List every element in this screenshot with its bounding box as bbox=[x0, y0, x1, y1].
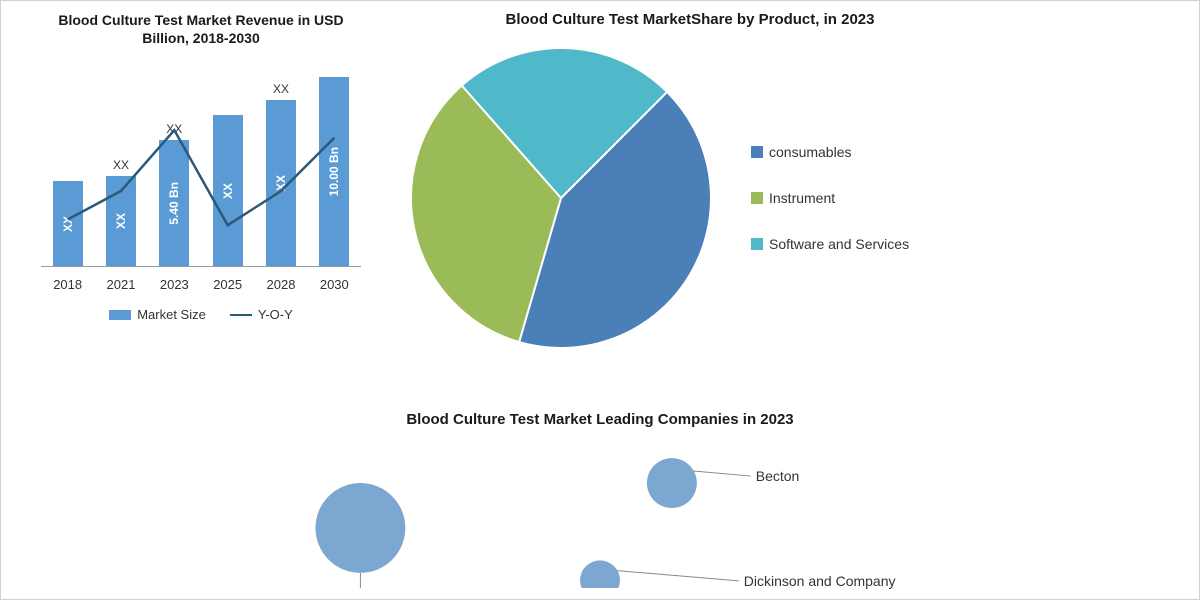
bar-top-label: XX bbox=[113, 158, 129, 172]
bar-value-label: XX bbox=[221, 183, 235, 199]
legend-swatch bbox=[230, 314, 252, 316]
pie-legend-item: Instrument bbox=[751, 190, 909, 206]
bars-row: XXXXXX5.40 BnXXXXXXXX10.00 Bn bbox=[41, 77, 361, 267]
bar: XXXX bbox=[266, 100, 296, 266]
x-tick-label: 2023 bbox=[160, 277, 189, 292]
x-tick-label: 2028 bbox=[267, 277, 296, 292]
legend-item: Y-O-Y bbox=[230, 307, 293, 322]
pie-legend-item: consumables bbox=[751, 144, 909, 160]
legend-swatch bbox=[751, 192, 763, 204]
legend-label: Software and Services bbox=[769, 236, 909, 252]
bubble-chart-area: Becton Dickinson and Company bbox=[1, 438, 1199, 588]
legend-label: Market Size bbox=[137, 307, 206, 322]
bar: 5.40 BnXX bbox=[159, 140, 189, 267]
bubble-label: Becton bbox=[756, 468, 800, 484]
x-tick-label: 2025 bbox=[213, 277, 242, 292]
legend-swatch bbox=[109, 310, 131, 320]
bubble-chart-title: Blood Culture Test Market Leading Compan… bbox=[1, 411, 1199, 428]
bar: XX bbox=[53, 181, 83, 266]
x-tick-label: 2030 bbox=[320, 277, 349, 292]
bar-value-label: 10.00 Bn bbox=[327, 147, 341, 196]
bar: XX bbox=[213, 115, 243, 266]
bubble-chart-panel: Blood Culture Test Market Leading Compan… bbox=[1, 411, 1199, 588]
x-tick-label: 2018 bbox=[53, 277, 82, 292]
pie-chart-panel: Blood Culture Test MarketShare by Produc… bbox=[381, 1, 1199, 401]
bar-value-label: 5.40 Bn bbox=[167, 182, 181, 225]
bar-value-label: XX bbox=[114, 213, 128, 229]
pie-chart bbox=[391, 38, 731, 358]
legend-swatch bbox=[751, 146, 763, 158]
legend-label: consumables bbox=[769, 144, 852, 160]
pie-legend-item: Software and Services bbox=[751, 236, 909, 252]
x-axis-labels: 2018 2021 2023 2025 2028 2030 bbox=[41, 277, 361, 292]
bubble bbox=[647, 458, 697, 508]
legend-item: Market Size bbox=[109, 307, 206, 322]
bubble bbox=[315, 483, 405, 573]
legend-label: Instrument bbox=[769, 190, 835, 206]
bubble-label: Dickinson and Company bbox=[744, 573, 896, 589]
bar-chart-panel: Blood Culture Test Market Revenue in USD… bbox=[1, 1, 381, 401]
bar-top-label: XX bbox=[166, 122, 182, 136]
bubble bbox=[580, 560, 620, 588]
bar: 10.00 Bn bbox=[319, 77, 349, 266]
bar-chart-area: XXXXXX5.40 BnXXXXXXXX10.00 Bn 2018202120… bbox=[41, 57, 361, 297]
bar-chart-legend: Market Size Y-O-Y bbox=[31, 307, 371, 322]
legend-label: Y-O-Y bbox=[258, 307, 293, 322]
legend-swatch bbox=[751, 238, 763, 250]
pie-chart-title: Blood Culture Test MarketShare by Produc… bbox=[391, 11, 1189, 28]
bar-top-label: XX bbox=[273, 82, 289, 96]
bar-value-label: XX bbox=[61, 216, 75, 232]
pie-chart-legend: consumables Instrument Software and Servic… bbox=[751, 144, 909, 252]
bar: XXXX bbox=[106, 176, 136, 267]
x-tick-label: 2021 bbox=[107, 277, 136, 292]
bar-value-label: XX bbox=[274, 175, 288, 191]
bar-chart-title: Blood Culture Test Market Revenue in USD… bbox=[31, 11, 371, 47]
